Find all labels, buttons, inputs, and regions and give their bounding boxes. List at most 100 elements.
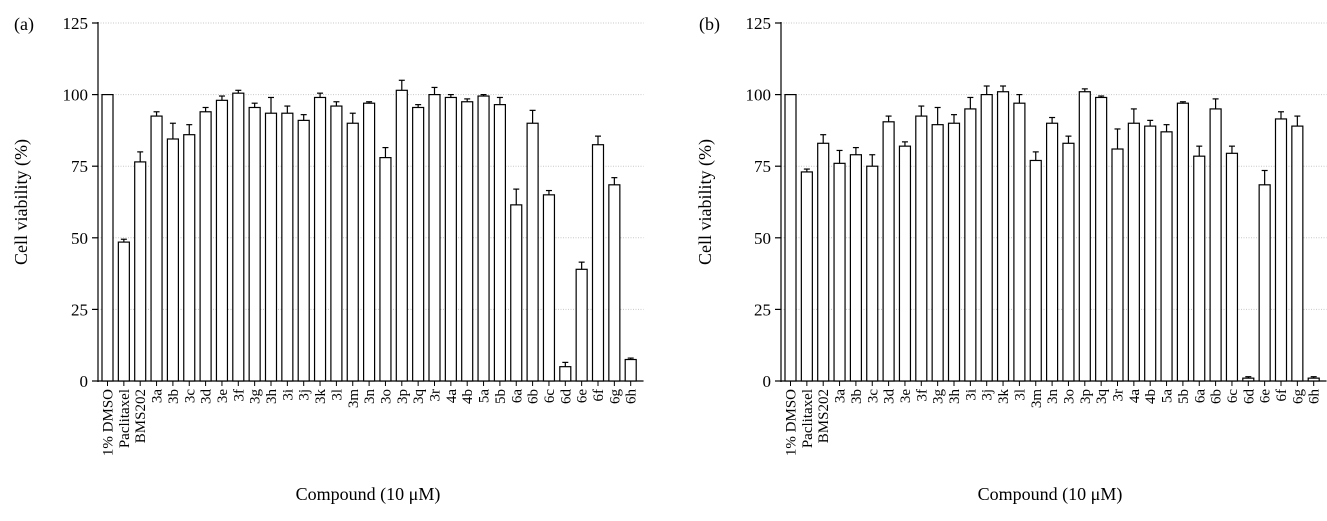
y-tick-label: 100 [746, 86, 772, 105]
y-tick-label: 0 [763, 372, 772, 391]
bar-3f [232, 92, 245, 382]
x-tick-label: 3i [280, 389, 296, 401]
bar-3o [379, 157, 392, 382]
bar-3b [849, 154, 863, 382]
y-tick-label: 25 [71, 300, 88, 319]
y-tick-label: 125 [63, 14, 89, 33]
bar-5b [1176, 102, 1190, 382]
y-tick-label: 75 [71, 157, 88, 176]
x-tick-label: Paclitaxel [800, 389, 816, 448]
bar-3n [363, 102, 376, 382]
bar-6h [1307, 377, 1320, 382]
x-tick-label: 3f [231, 389, 247, 402]
x-tick-label: 3k [313, 389, 329, 405]
x-tick-label: 3a [833, 389, 849, 404]
bar-3n [1045, 122, 1059, 382]
y-tick-label: 125 [746, 14, 772, 33]
bar-3c [866, 165, 879, 382]
x-tick-label: BMS202 [816, 389, 832, 443]
bar-6e [1258, 184, 1271, 382]
x-tick-label: 6b [526, 389, 542, 404]
bar-5a [1160, 131, 1173, 382]
x-tick-label: 3m [346, 389, 362, 409]
bar-3a [833, 162, 846, 382]
y-axis-label: Cell viability (%) [11, 139, 32, 265]
y-axis-label: Cell viability (%) [695, 139, 716, 265]
bar-3q [1095, 96, 1108, 382]
bar-bms202 [134, 161, 147, 382]
bar-3k [313, 96, 327, 382]
bar-paclitaxel [800, 171, 813, 382]
x-tick-label: 3r [1111, 389, 1127, 402]
bar-4a [1127, 122, 1140, 382]
x-tick-label: 5b [493, 389, 509, 404]
bar-3r [428, 93, 441, 382]
bar-3q [412, 106, 425, 382]
chart-panel-1: 0 25 50 75 100 125 1% DMSO Paclitaxel BMS202 3a 3b… [695, 14, 1327, 505]
x-tick-label: 3d [199, 389, 215, 405]
x-tick-label: 4b [460, 389, 476, 404]
x-tick-label: BMS202 [133, 389, 149, 443]
x-tick-label: 3f [914, 389, 930, 402]
x-tick-label: 3j [297, 389, 313, 401]
bar-1-dmso [784, 93, 797, 382]
x-axis-label: Compound (10 μM) [296, 484, 441, 505]
bar-6a [1193, 155, 1206, 382]
x-tick-label: 3a [150, 389, 166, 404]
bar-5a [477, 95, 490, 382]
x-tick-label: 3k [996, 389, 1012, 405]
bar-4a [444, 96, 457, 382]
x-tick-label: 6g [1290, 389, 1306, 405]
x-tick-label: 3c [182, 389, 198, 404]
bar-6f [1274, 118, 1288, 382]
bar-6b [526, 122, 539, 382]
bar-6b [1209, 108, 1222, 382]
x-tick-label: 3p [395, 389, 411, 404]
bar-6c [1225, 152, 1239, 382]
y-tick-label: 25 [754, 300, 771, 319]
x-tick-label: 3e [215, 389, 231, 404]
bar-3j [980, 93, 993, 382]
x-tick-label: 3i [963, 389, 979, 401]
y-tick-label: 0 [80, 372, 89, 391]
bar-3d [199, 111, 212, 382]
x-tick-label: 3c [865, 389, 881, 404]
x-tick-label: 3q [1094, 389, 1110, 405]
x-tick-label: 3n [362, 389, 378, 405]
bar-3l [330, 105, 343, 382]
x-tick-label: 4a [444, 389, 460, 404]
x-tick-label: 5a [1160, 389, 1176, 404]
bar-6f [591, 144, 605, 382]
bar-3i [964, 108, 977, 382]
bar-3k [996, 91, 1010, 382]
x-tick-label: 6a [509, 389, 525, 404]
bar-3e [898, 145, 912, 382]
panel-label: (b) [699, 14, 720, 35]
x-tick-label: 3o [1061, 389, 1077, 404]
x-tick-label: 3e [898, 389, 914, 404]
x-tick-label: 3j [980, 389, 996, 401]
x-tick-label: 3h [947, 389, 963, 405]
x-tick-label: 3g [931, 389, 947, 405]
y-tick-label: 100 [63, 86, 89, 105]
bar-3r [1111, 148, 1124, 382]
x-tick-label: 3r [428, 389, 444, 402]
x-tick-label: 5a [477, 389, 493, 404]
bar-6h [624, 358, 637, 382]
bar-4b [1144, 125, 1157, 382]
x-tick-label: 4a [1127, 389, 1143, 404]
x-tick-label: 6h [1307, 389, 1323, 405]
bar-1-dmso [101, 93, 114, 382]
x-tick-label: Paclitaxel [117, 389, 133, 448]
bar-6g [1291, 125, 1304, 382]
y-tick-label: 50 [754, 229, 771, 248]
bar-6c [542, 194, 556, 382]
bar-3o [1062, 142, 1075, 382]
bar-3j [297, 119, 310, 382]
bar-3g [248, 106, 261, 382]
x-tick-label: 3l [1012, 389, 1028, 401]
bar-3b [166, 138, 179, 382]
x-tick-label: 4b [1143, 389, 1159, 404]
bar-paclitaxel [117, 241, 130, 382]
